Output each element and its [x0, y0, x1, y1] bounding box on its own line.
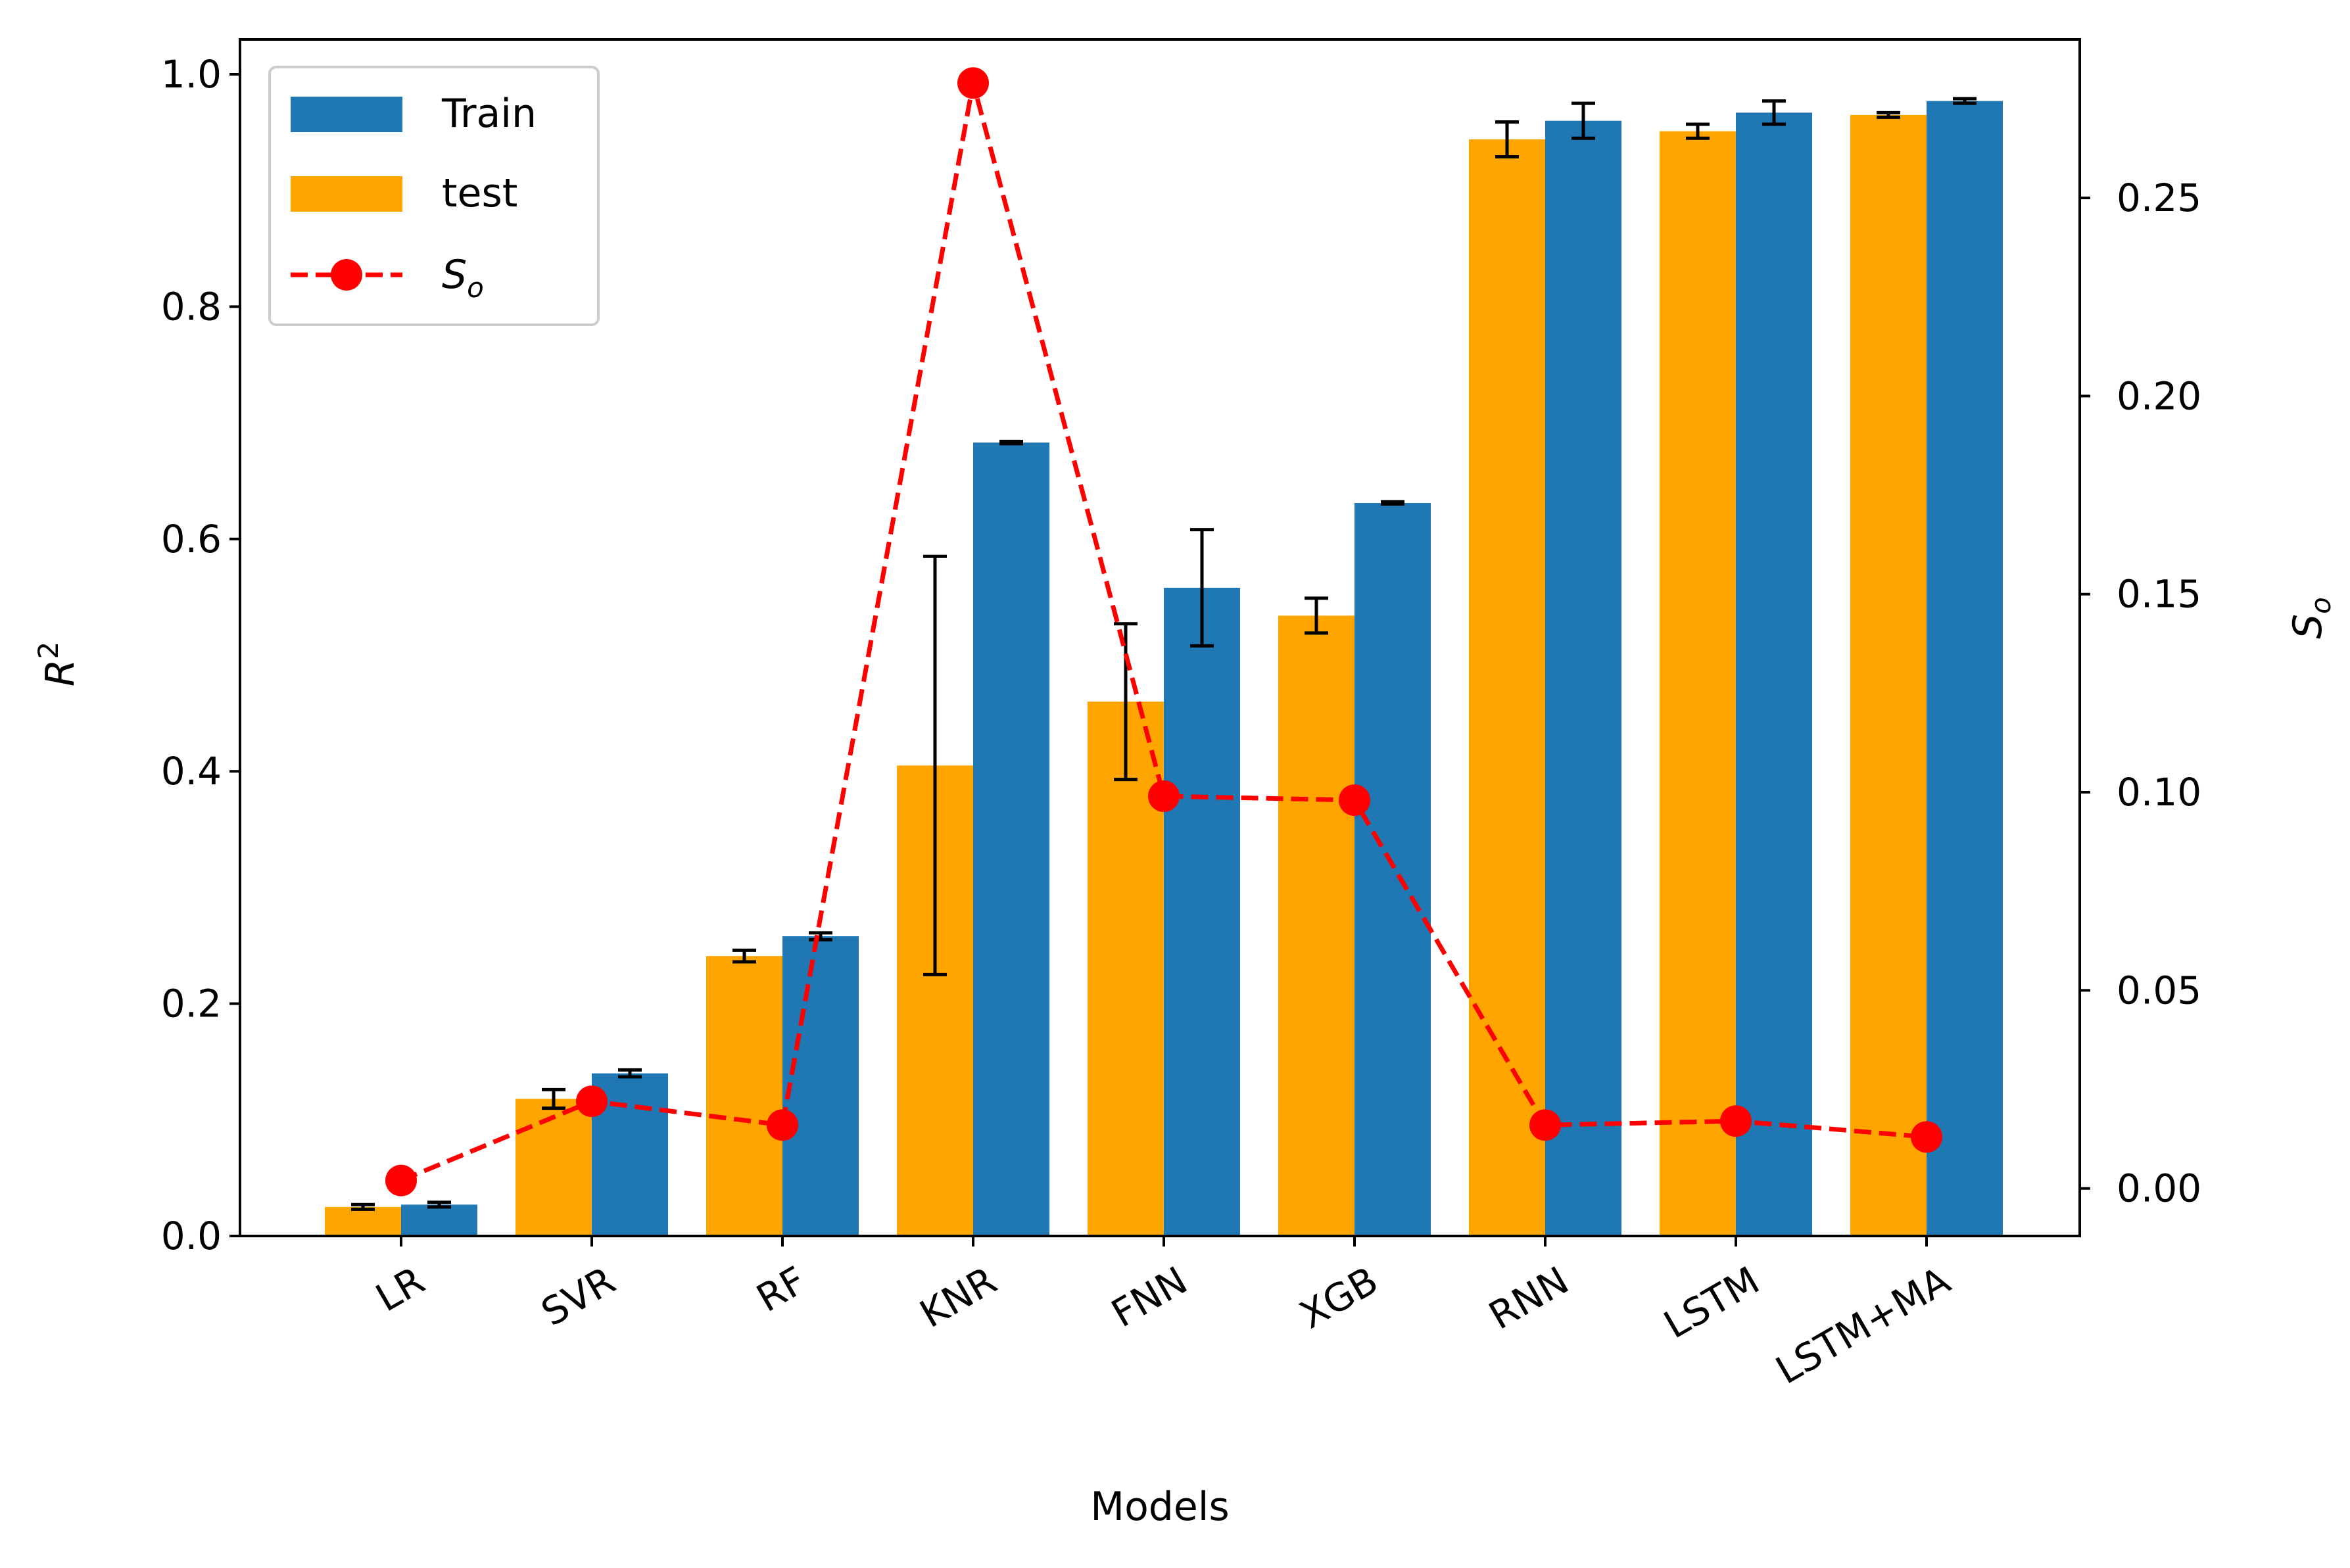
y2-tick-label: 0.05 — [2117, 968, 2201, 1012]
so-point — [1148, 780, 1180, 813]
error-bar — [1953, 97, 1977, 105]
train-bar — [1927, 101, 2003, 1236]
legend-swatch-test — [291, 176, 402, 212]
y2-axis-title-subscript: o — [2305, 597, 2337, 614]
error-bar — [1495, 120, 1519, 158]
error-bar — [542, 1087, 565, 1110]
legend-label-so-main: S — [442, 252, 467, 298]
so-point — [1529, 1109, 1561, 1141]
legend-label-so-subscript: o — [467, 272, 484, 304]
test-bar — [1850, 114, 1927, 1236]
error-bar — [1114, 622, 1138, 782]
legend-swatch-so-marker — [331, 259, 362, 291]
test-bar — [706, 956, 782, 1236]
y2-tick-label: 0.15 — [2117, 572, 2201, 617]
error-bars — [351, 97, 1977, 1211]
error-bar — [1877, 110, 1900, 119]
y-tick-label: 0.2 — [161, 982, 222, 1026]
error-bar — [1381, 500, 1404, 506]
error-bar — [732, 948, 756, 964]
error-bar — [923, 554, 947, 976]
y2-tick-label: 0.00 — [2117, 1166, 2201, 1211]
train-bars — [401, 101, 2003, 1237]
axis-titles: Models R2 So — [32, 597, 2337, 1530]
train-bar — [1355, 503, 1431, 1237]
test-bar — [325, 1206, 401, 1236]
train-bar — [401, 1204, 477, 1236]
y2-axis-title-main: S — [2285, 614, 2331, 639]
y-tick-label: 0.8 — [161, 284, 222, 329]
y-axis-title-main: R — [37, 659, 84, 687]
test-bars — [325, 114, 1927, 1236]
so-point — [576, 1085, 608, 1118]
plot-frame — [239, 38, 2081, 1237]
train-bar — [1545, 120, 1621, 1236]
train-bar — [1164, 588, 1240, 1236]
error-bar — [1762, 99, 1786, 126]
so-series-line — [385, 67, 1942, 1197]
train-bar — [1736, 112, 1812, 1236]
x-axis-title: Models — [1090, 1484, 1229, 1530]
error-bar — [351, 1202, 375, 1211]
y-tick-label: 0.6 — [161, 517, 222, 561]
test-bar — [1278, 615, 1355, 1236]
y-tick-label: 1.0 — [161, 52, 222, 97]
axes: 0.0 0.2 0.4 0.6 0.8 1.0 0.00 0.05 0.10 0.15 0.20 0.… — [161, 38, 2201, 1393]
so-point — [1720, 1105, 1752, 1137]
so-point — [385, 1164, 417, 1197]
error-bar — [427, 1200, 451, 1209]
test-bar — [1660, 131, 1736, 1236]
train-bar — [973, 442, 1049, 1236]
error-bar — [809, 931, 832, 941]
error-bar — [1305, 596, 1328, 635]
y2-tick-label: 0.20 — [2117, 373, 2201, 418]
so-point — [767, 1109, 798, 1141]
error-bar — [1190, 528, 1214, 648]
y-tick-label: 0.4 — [161, 749, 222, 794]
legend-label-train: Train — [441, 91, 537, 137]
test-bar — [1469, 139, 1545, 1236]
legend-swatch-train — [291, 97, 402, 132]
test-bar — [516, 1099, 592, 1236]
y-axis-title-superscript: 2 — [32, 642, 64, 659]
legend-label-test: test — [442, 170, 517, 216]
y-tick-label: 0.0 — [161, 1214, 222, 1258]
error-bar — [999, 439, 1023, 446]
so-point — [1339, 784, 1370, 817]
legend: Train test So — [268, 66, 600, 326]
test-bar — [1088, 701, 1164, 1236]
so-point — [1911, 1121, 1942, 1153]
error-bar — [1686, 122, 1710, 140]
error-bar — [618, 1068, 642, 1079]
y-axis-title: R2 — [32, 642, 84, 686]
error-bar — [1571, 101, 1595, 140]
y2-tick-label: 0.25 — [2117, 176, 2201, 220]
legend-label-so: So — [442, 252, 484, 304]
y2-tick-label: 0.10 — [2117, 770, 2201, 815]
so-point — [957, 67, 989, 99]
train-bar — [782, 936, 859, 1236]
y2-axis-title: So — [2285, 597, 2337, 639]
